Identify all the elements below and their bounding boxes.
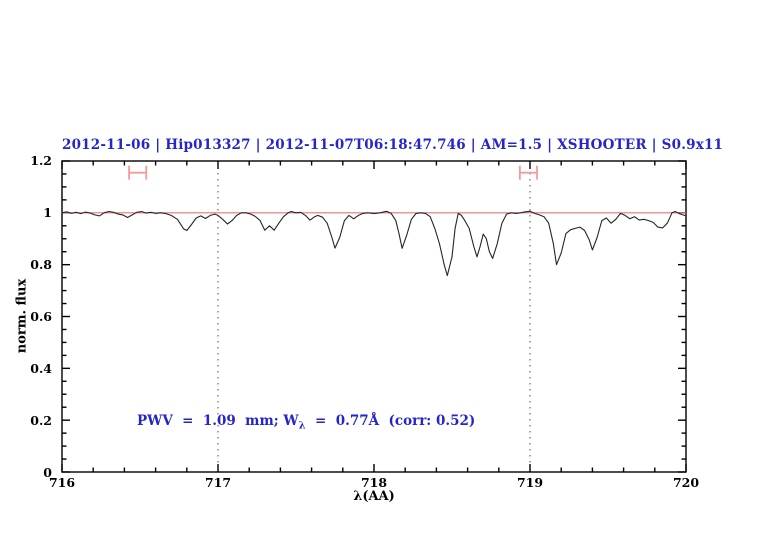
lambda-subscript: λ: [298, 420, 306, 432]
pwv-annotation-suffix: = 0.77Å (corr: 0.52): [305, 413, 476, 429]
pwv-annotation: PWV = 1.09 mm; Wλ = 0.77Å (corr: 0.52): [137, 413, 475, 432]
x-tick-label: 719: [516, 475, 544, 490]
y-tick-label: 0.2: [30, 413, 52, 428]
y-tick-label: 0.6: [30, 309, 52, 324]
y-tick-label: 0: [43, 465, 52, 480]
x-tick-label: 717: [204, 475, 232, 490]
y-tick-label: 1: [43, 205, 52, 220]
x-tick-label: 720: [672, 475, 700, 490]
x-axis-label: λ(AA): [353, 489, 395, 504]
x-tick-label: 718: [360, 475, 388, 490]
y-tick-label: 1.2: [30, 153, 52, 168]
x-tick-label: 716: [48, 475, 76, 490]
y-tick-label: 0.8: [30, 257, 52, 272]
pwv-annotation-prefix: PWV = 1.09 mm; W: [137, 413, 299, 429]
y-tick-label: 0.4: [30, 361, 52, 376]
